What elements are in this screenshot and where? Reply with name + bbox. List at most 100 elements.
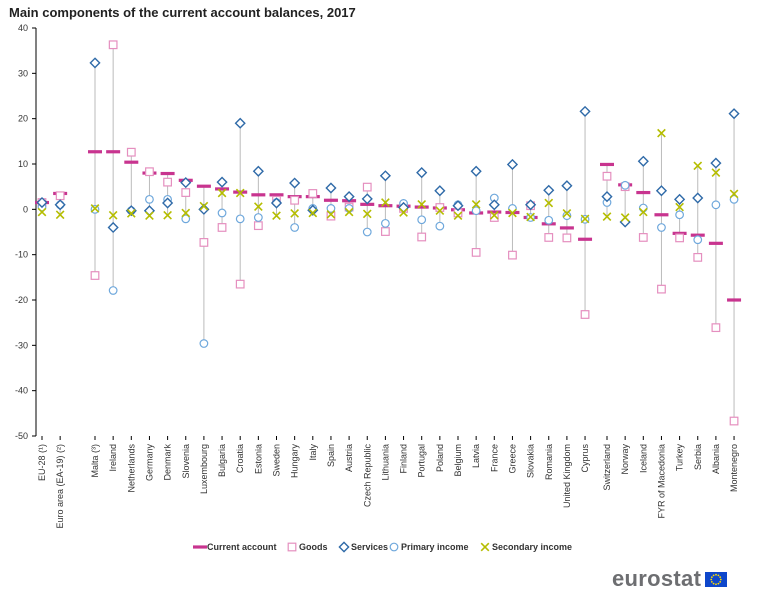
goods-point [362, 182, 372, 192]
secondary-income-point [508, 208, 517, 218]
primary-income-point [711, 200, 721, 210]
primary-income-point [675, 210, 684, 220]
primary-income-point [435, 221, 445, 231]
goods-point [602, 171, 612, 181]
x-tick-label: Romania [544, 444, 554, 480]
secondary-income-point [217, 188, 227, 198]
goods-point [489, 213, 499, 222]
secondary-income-point [145, 211, 154, 221]
services-point [162, 197, 174, 209]
x-tick-label: Malta (³) [90, 444, 100, 478]
legend-label: Primary income [401, 542, 469, 552]
goods-point [290, 195, 300, 205]
goods-point [199, 238, 209, 247]
x-tick-label: Estonia [253, 444, 263, 474]
legend-label: Secondary income [492, 542, 572, 552]
services-point [674, 193, 686, 205]
services-point [637, 155, 649, 167]
services-point [488, 199, 500, 211]
secondary-income-point [108, 210, 118, 220]
x-tick-label: Italy [308, 444, 318, 461]
primary-income-point [326, 204, 336, 213]
y-tick-label: 0 [23, 204, 28, 214]
range-lines [41, 44, 735, 422]
services-point [692, 192, 704, 204]
services-point [234, 117, 246, 129]
goods-point [580, 310, 590, 319]
services-point [125, 205, 137, 217]
x-tick-label: Ireland [108, 444, 118, 472]
services-point [36, 196, 48, 209]
x-tick-label: Netherlands [126, 444, 136, 493]
primary-income-point [235, 214, 245, 224]
primary-income-point [620, 180, 630, 190]
x-tick-label: Iceland [638, 444, 648, 473]
secondary-income-point [181, 208, 191, 218]
goods-point [55, 191, 65, 201]
services-point [434, 185, 446, 197]
secondary-income-point [163, 210, 172, 220]
x-tick-label: Euro area (EA-19) (²) [55, 444, 65, 529]
secondary-income-point [638, 207, 648, 217]
eurostat-logo-text: eurostat [612, 566, 702, 591]
goods-point [544, 233, 554, 242]
x-tick-label: Norway [620, 444, 630, 475]
goods-point [693, 252, 703, 262]
primary-income-point [638, 203, 648, 213]
primary-income-point [362, 227, 372, 237]
x-tick-label: France [489, 444, 499, 472]
services-point [379, 170, 391, 182]
x-tick-label: Poland [435, 444, 445, 472]
goods-point [163, 177, 173, 187]
y-tick-label: -10 [15, 250, 28, 260]
goods-point [308, 189, 318, 198]
secondary-income-point [417, 199, 427, 209]
secondary-income-point [308, 208, 318, 218]
services-point [180, 176, 192, 189]
services-point [54, 199, 66, 211]
y-tick-label: -30 [15, 340, 28, 350]
goods-point [253, 221, 263, 231]
legend-goods-marker [287, 542, 297, 552]
x-tick-label: Portugal [417, 444, 427, 478]
secondary-income-point [253, 202, 263, 211]
services-point [619, 216, 631, 228]
x-tick-label: Lithuania [380, 444, 390, 481]
goods-point [417, 232, 427, 242]
primary-income-point [181, 214, 191, 224]
secondary-income-point [399, 208, 408, 217]
x-tick-label: Switzerland [602, 444, 612, 491]
x-tick-label: Sweden [272, 444, 282, 477]
services-point [143, 205, 156, 217]
secondary-income-point [471, 199, 481, 209]
eu-flag-icon [705, 571, 728, 587]
goods-point [675, 233, 684, 243]
primary-income-point [199, 339, 209, 348]
y-axis: -50 -40 -30 -20 -10 0 10 20 30 40 [15, 23, 735, 441]
goods-point [181, 188, 191, 197]
x-tick-label: FYR of Macedonia [656, 444, 666, 519]
y-tick-label: -20 [15, 295, 28, 305]
goods-point [126, 147, 136, 157]
services-point [561, 180, 573, 192]
secondary-income-point [729, 189, 739, 199]
goods-point [657, 284, 666, 294]
services-point [579, 105, 591, 118]
services-point [361, 193, 373, 205]
x-tick-label: Slovenia [181, 444, 191, 479]
primary-income-point [108, 286, 118, 295]
legend-secondary-income-marker [480, 542, 490, 552]
secondary-income-point [290, 209, 300, 218]
x-tick-label: Hungary [290, 444, 300, 479]
x-tick-label: Greece [507, 444, 517, 474]
x-tick-label: Germany [144, 444, 154, 482]
x-tick-label: EU-28 (¹) [37, 444, 47, 481]
goods-point [108, 40, 118, 50]
x-tick-label: Luxembourg [199, 444, 209, 494]
goods-point [381, 227, 390, 236]
x-tick-label: Turkey [675, 444, 685, 472]
primary-income-point [381, 218, 390, 228]
secondary-income-point [693, 161, 703, 171]
x-tick-label: Albania [711, 444, 721, 474]
